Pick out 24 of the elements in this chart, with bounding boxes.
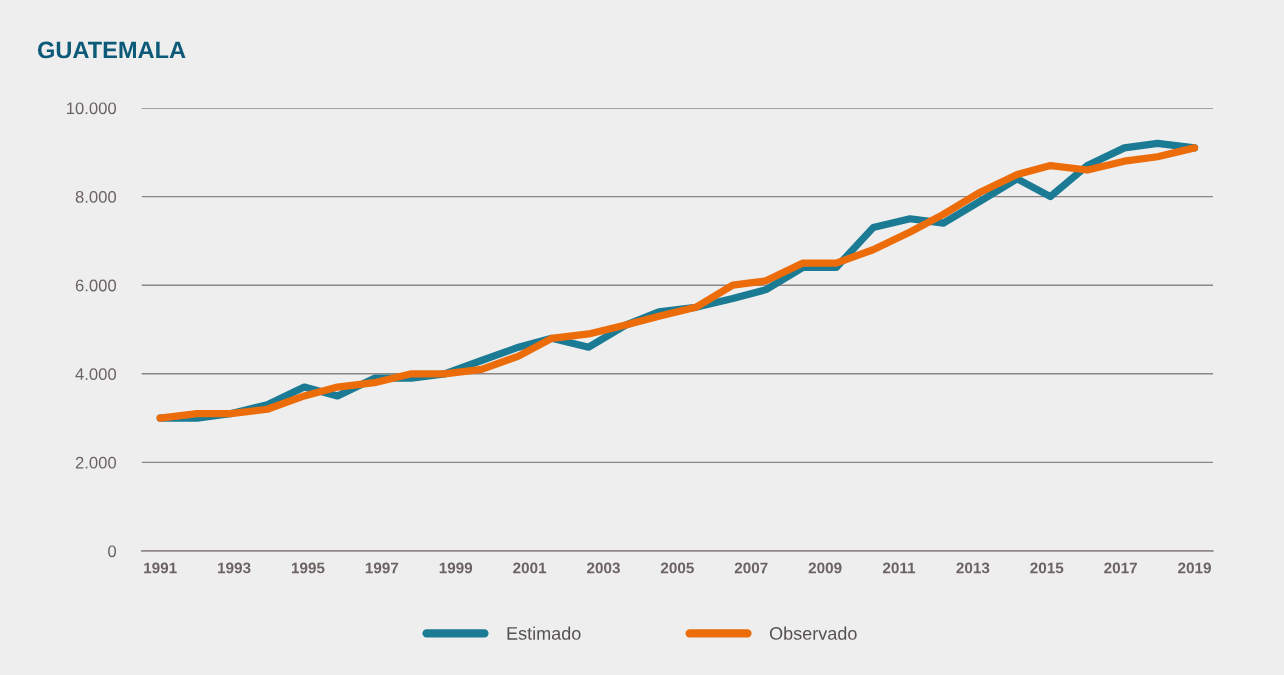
y-tick-label: 2.000 [75, 456, 117, 469]
y-tick-label: 4.000 [75, 368, 117, 380]
x-tick-label: 1997 [365, 562, 399, 574]
x-tick-label: 2009 [808, 562, 842, 574]
x-tick-label: 2019 [1178, 562, 1211, 574]
x-tick-label: 2013 [956, 562, 990, 574]
x-tick-label: 1999 [439, 562, 473, 574]
x-tick-label: 1995 [291, 562, 325, 574]
x-tick-label: 2011 [882, 562, 916, 574]
x-tick-label: 1993 [218, 562, 251, 574]
x-tick-label: 2017 [1104, 562, 1137, 574]
x-tick-label: 1991 [144, 562, 177, 574]
legend-label: Estimado [507, 626, 581, 640]
chart-title: GUATEMALA [37, 41, 186, 59]
y-tick-label: 10.000 [67, 102, 117, 115]
y-tick-label: 8.000 [75, 191, 117, 203]
y-tick-label: 0 [108, 545, 117, 558]
x-tick-label: 2015 [1030, 562, 1064, 574]
x-tick-label: 2003 [587, 562, 620, 574]
y-tick-label: 6.000 [75, 279, 117, 292]
x-tick-label: 2005 [660, 562, 694, 574]
legend-label: Observado [769, 626, 857, 640]
x-tick-label: 2007 [734, 562, 768, 574]
x-tick-label: 2001 [513, 562, 547, 574]
